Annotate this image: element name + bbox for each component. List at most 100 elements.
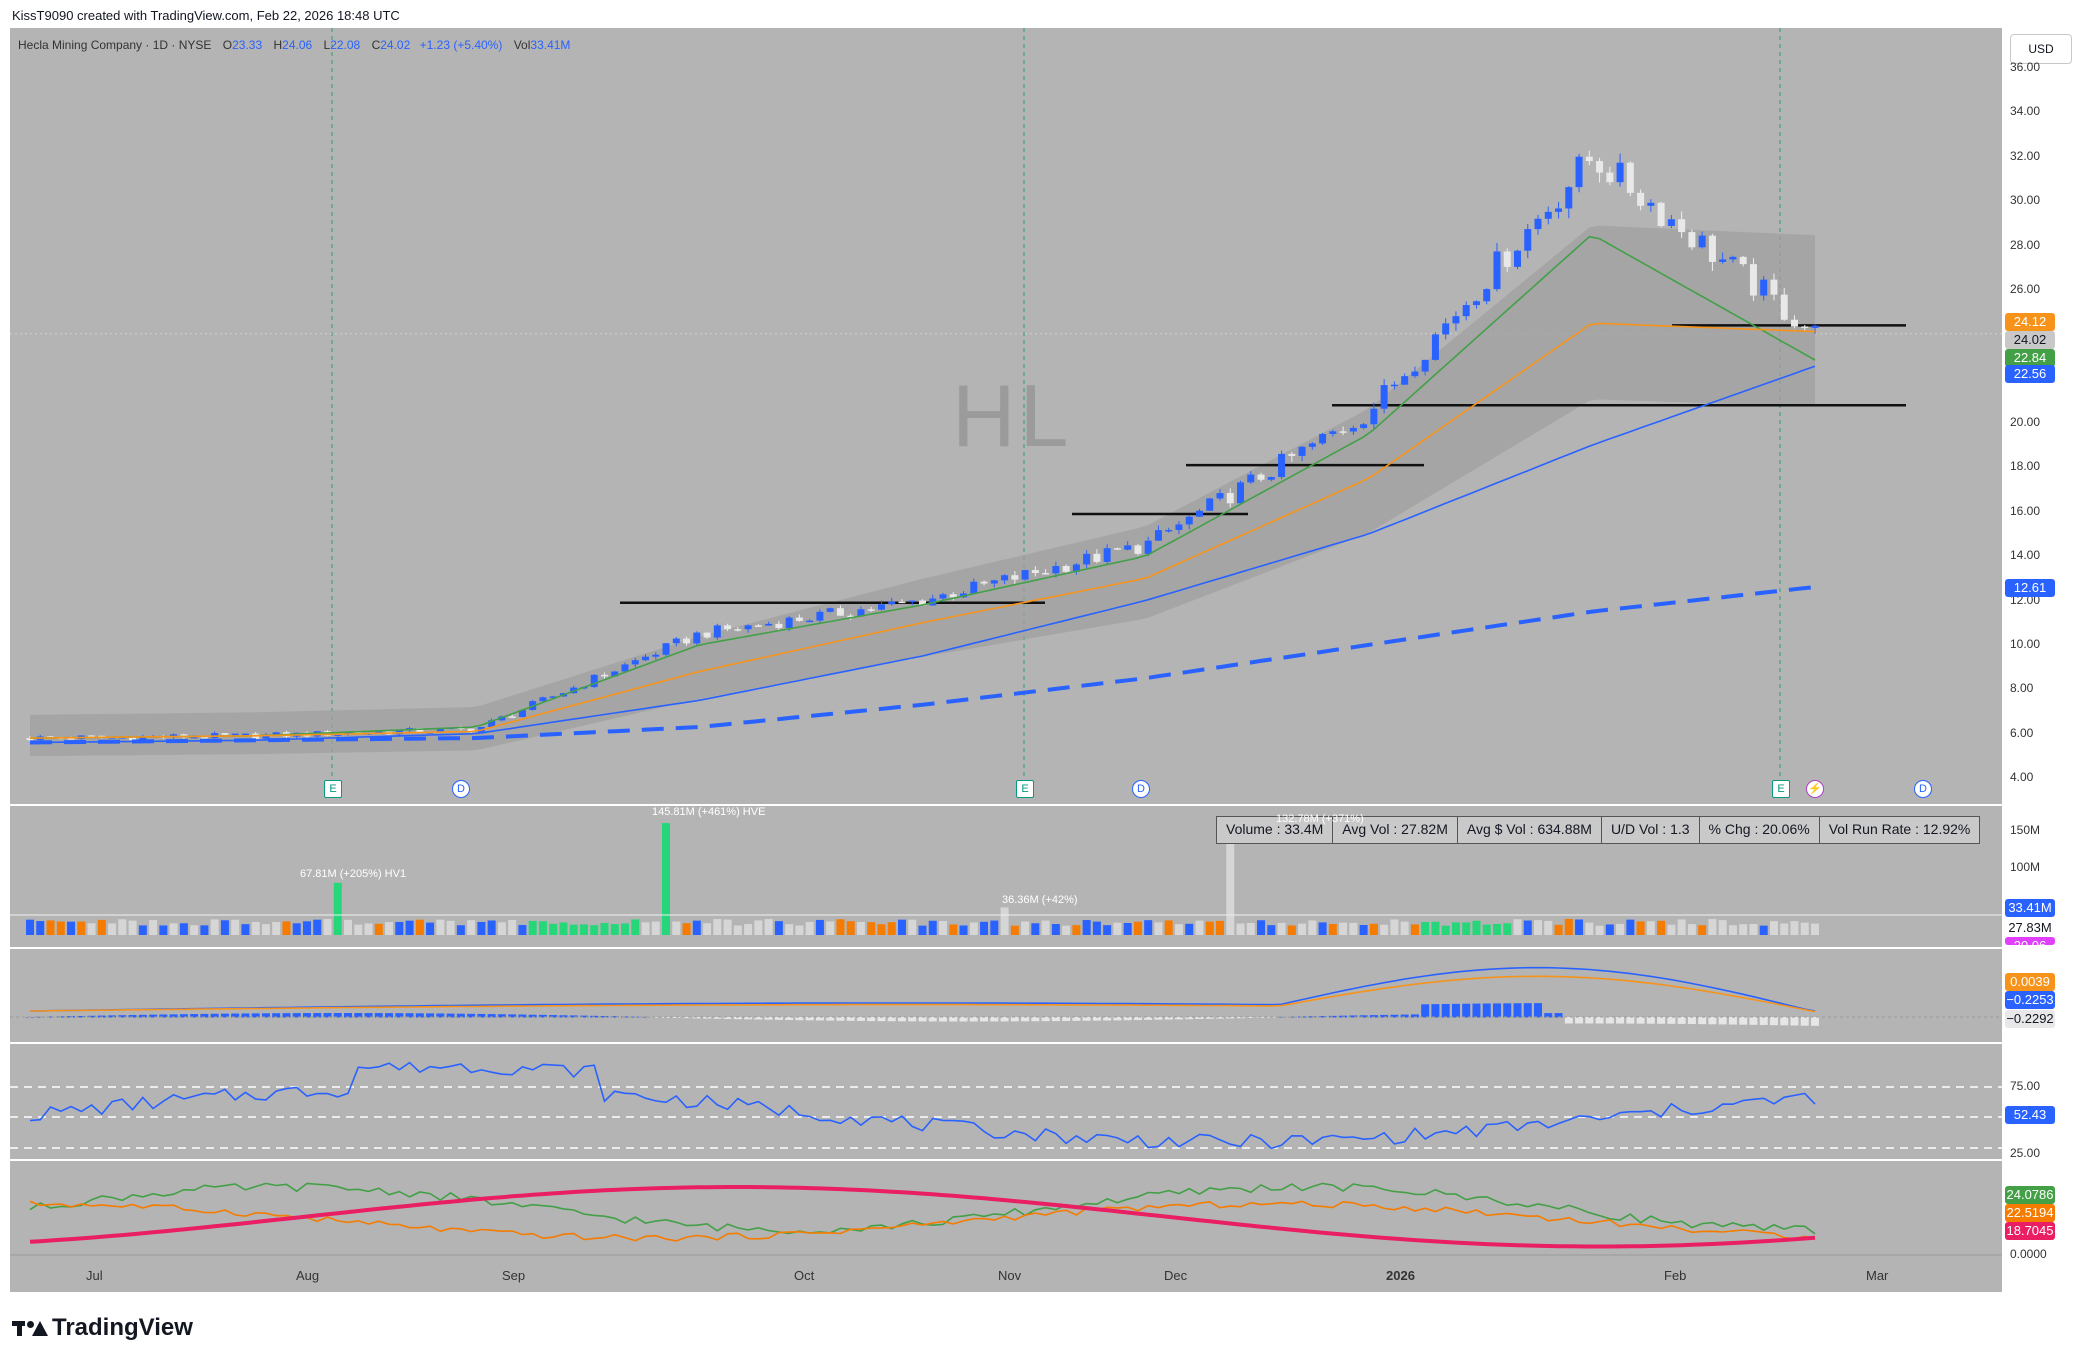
- time-axis-label: Jul: [86, 1268, 103, 1283]
- legend-vol-label: Vol: [513, 38, 531, 52]
- volume-bar: [1410, 924, 1419, 935]
- candle-body: [1267, 477, 1275, 480]
- dividend-marker[interactable]: D: [1132, 780, 1150, 798]
- macd-histogram-bar: [282, 1013, 291, 1018]
- volume-bar: [1811, 923, 1819, 935]
- candle-body: [1760, 279, 1768, 296]
- earnings-marker[interactable]: E: [1772, 780, 1790, 798]
- macd-histogram-bar: [374, 1013, 383, 1018]
- volume-bar: [159, 925, 168, 935]
- candle-body: [1216, 493, 1224, 499]
- volume-bar: [1144, 920, 1153, 935]
- macd-histogram-bar: [1369, 1015, 1378, 1018]
- dividend-marker[interactable]: D: [452, 780, 470, 798]
- macd-histogram-bar: [1021, 1017, 1030, 1022]
- volume-bar: [990, 920, 999, 935]
- volume-bar: [590, 925, 599, 935]
- candle-body: [88, 735, 96, 737]
- macd-histogram-bar: [241, 1013, 250, 1018]
- macd-tag: −0.2292: [2005, 1010, 2055, 1028]
- volume-annotation: 132.78M (+371%): [1276, 813, 1364, 825]
- volume-bar: [1369, 923, 1378, 935]
- split-marker[interactable]: ⚡: [1806, 780, 1824, 798]
- legend-symbol-name[interactable]: Hecla Mining Company · 1D · NYSE: [18, 38, 212, 52]
- candle-body: [508, 716, 516, 718]
- price-axis-tick: 18.00: [2010, 459, 2041, 474]
- candle-body: [1390, 384, 1398, 387]
- volume-bar: [1164, 920, 1173, 935]
- volume-bar: [1328, 924, 1337, 935]
- volume-bar: [600, 923, 609, 935]
- macd-histogram-bar: [990, 1017, 999, 1022]
- candle-body: [1319, 433, 1327, 444]
- legend-high: 24.06: [282, 38, 313, 52]
- volume-bar: [641, 922, 650, 935]
- macd-histogram-bar: [641, 1016, 650, 1018]
- symbol-legend[interactable]: Hecla Mining Company · 1D · NYSE O23.33 …: [18, 38, 570, 52]
- currency-button[interactable]: USD: [2010, 34, 2072, 64]
- macd-histogram-bar: [77, 1015, 86, 1018]
- candle-body: [1739, 256, 1747, 265]
- candle-body: [1165, 529, 1173, 532]
- candle-body: [200, 736, 208, 739]
- earnings-marker[interactable]: E: [324, 780, 342, 798]
- volume-bar: [826, 921, 835, 935]
- volume-bar: [815, 919, 824, 935]
- macd-tag: 0.0039: [2005, 973, 2055, 991]
- volume-bar: [1051, 924, 1060, 935]
- volume-bar: [251, 921, 260, 935]
- volume-bar: [241, 924, 250, 935]
- volume-bar: [631, 919, 640, 935]
- dividend-marker[interactable]: D: [1914, 780, 1932, 798]
- volume-bar: [1667, 924, 1676, 935]
- candle-body: [816, 611, 824, 621]
- chart-credit: KissT9090 created with TradingView.com, …: [12, 8, 400, 23]
- candle-body: [518, 709, 526, 717]
- volume-bar: [405, 920, 414, 935]
- volume-bar: [744, 924, 753, 935]
- macd-histogram-bar: [1677, 1017, 1686, 1024]
- volume-bar: [1728, 925, 1737, 935]
- tradingview-logo: TradingView: [12, 1314, 193, 1342]
- volume-bar: [1790, 921, 1799, 935]
- volume-bar: [149, 919, 158, 935]
- time-axis-label: Sep: [502, 1268, 526, 1283]
- candle-body: [1503, 251, 1511, 267]
- macd-histogram-bar: [1400, 1014, 1409, 1018]
- volume-bar: [344, 919, 353, 935]
- macd-histogram-bar: [436, 1013, 445, 1018]
- candle-body: [1647, 202, 1655, 206]
- volume-bar: [446, 920, 455, 935]
- candle-body: [1462, 305, 1470, 317]
- volume-bar: [1585, 922, 1594, 935]
- volume-bar: [169, 923, 178, 935]
- macd-histogram-bar: [733, 1017, 742, 1020]
- macd-histogram-bar: [344, 1013, 353, 1018]
- macd-histogram-bar: [1462, 1003, 1471, 1018]
- volume-bar: [1431, 921, 1440, 935]
- candle-body: [1257, 474, 1265, 480]
- candle-body: [1421, 359, 1429, 372]
- macd-histogram-bar: [1780, 1017, 1789, 1026]
- volume-bar: [97, 919, 106, 935]
- macd-histogram-bar: [774, 1017, 783, 1020]
- volume-bar: [836, 919, 845, 935]
- price-tag: 22.84: [2005, 348, 2055, 367]
- candle-body: [1113, 548, 1121, 550]
- price-scale[interactable]: [2002, 28, 2086, 1292]
- earnings-marker[interactable]: E: [1016, 780, 1034, 798]
- candle-body: [1247, 474, 1255, 483]
- macd-histogram-bar: [897, 1017, 906, 1022]
- price-axis-tick: 36.00: [2010, 60, 2041, 74]
- macd-histogram-bar: [1205, 1017, 1214, 1019]
- volume-bar: [785, 924, 794, 935]
- macd-histogram-bar: [559, 1015, 568, 1018]
- candle-body: [1667, 219, 1675, 226]
- legend-volume: 33.41M: [530, 38, 571, 52]
- volume-bar: [805, 921, 814, 935]
- volume-bar: [497, 922, 506, 935]
- volume-bar: [1072, 925, 1081, 935]
- adx-line: [29, 1185, 1816, 1249]
- candle-body: [1575, 156, 1583, 188]
